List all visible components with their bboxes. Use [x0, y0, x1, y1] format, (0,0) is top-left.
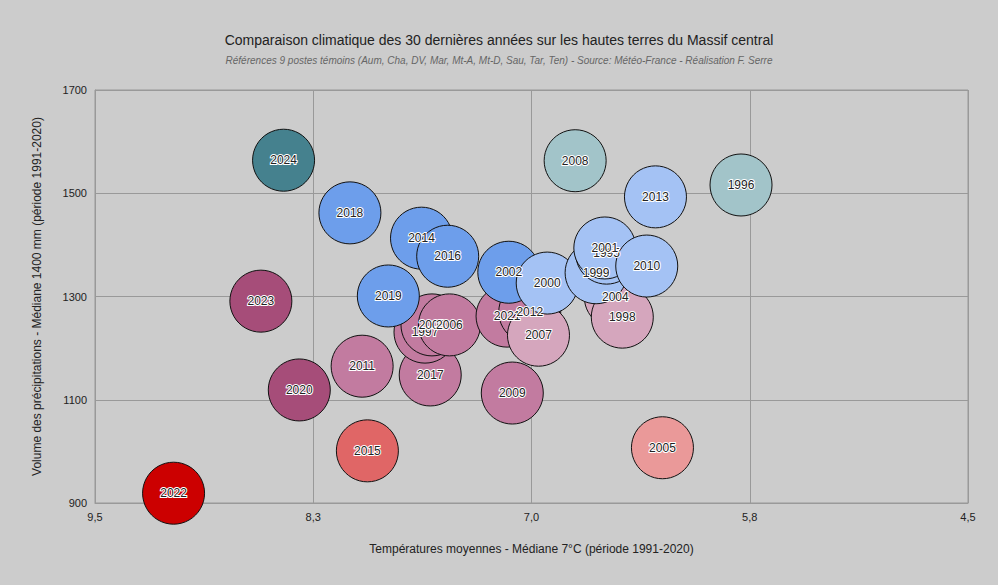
svg-text:2012: 2012	[516, 305, 543, 319]
svg-text:2002: 2002	[495, 265, 522, 279]
svg-text:900: 900	[69, 497, 87, 509]
svg-text:2014: 2014	[408, 231, 435, 245]
svg-text:Températures moyennes - Médian: Températures moyennes - Médiane 7°C (pér…	[369, 542, 693, 556]
svg-text:2000: 2000	[534, 276, 561, 290]
svg-text:2009: 2009	[499, 386, 526, 400]
svg-text:1998: 1998	[609, 310, 636, 324]
svg-text:Comparaison climatique des 30: Comparaison climatique des 30 dernières …	[225, 32, 774, 48]
svg-text:2024: 2024	[270, 153, 297, 167]
svg-text:1100: 1100	[63, 394, 87, 406]
svg-text:1700: 1700	[63, 84, 87, 96]
svg-text:2020: 2020	[286, 383, 313, 397]
svg-text:2013: 2013	[642, 190, 669, 204]
svg-text:2016: 2016	[434, 249, 461, 263]
svg-text:2004: 2004	[602, 290, 629, 304]
svg-text:2007: 2007	[525, 328, 552, 342]
svg-text:Volume des précipitations - Mé: Volume des précipitations - Médiane 1400…	[30, 117, 44, 476]
svg-text:2022: 2022	[160, 486, 187, 500]
svg-text:1999: 1999	[583, 266, 610, 280]
svg-text:2011: 2011	[349, 359, 375, 373]
svg-text:2021: 2021	[493, 309, 521, 324]
svg-text:5,8: 5,8	[742, 511, 757, 523]
svg-text:2006: 2006	[436, 318, 463, 332]
svg-text:2018: 2018	[337, 206, 364, 220]
svg-text:2001: 2001	[591, 241, 618, 255]
svg-text:1996: 1996	[728, 178, 755, 192]
svg-text:2005: 2005	[649, 441, 676, 455]
svg-text:1997: 1997	[411, 325, 439, 340]
svg-text:2017: 2017	[417, 368, 444, 382]
svg-text:1500: 1500	[63, 187, 87, 199]
svg-text:2015: 2015	[354, 444, 381, 458]
svg-text:2008: 2008	[562, 154, 589, 168]
svg-text:Références 9 postes témoins (A: Références 9 postes témoins (Aum, Cha, D…	[226, 55, 773, 66]
svg-text:7,0: 7,0	[524, 511, 539, 523]
svg-text:2003: 2003	[418, 317, 446, 332]
svg-text:8,3: 8,3	[306, 511, 321, 523]
svg-text:1300: 1300	[63, 291, 87, 303]
svg-text:9,5: 9,5	[87, 511, 102, 523]
svg-text:4,5: 4,5	[960, 511, 975, 523]
svg-text:2019: 2019	[375, 289, 402, 303]
svg-text:2010: 2010	[633, 259, 660, 273]
svg-text:2023: 2023	[248, 294, 275, 308]
